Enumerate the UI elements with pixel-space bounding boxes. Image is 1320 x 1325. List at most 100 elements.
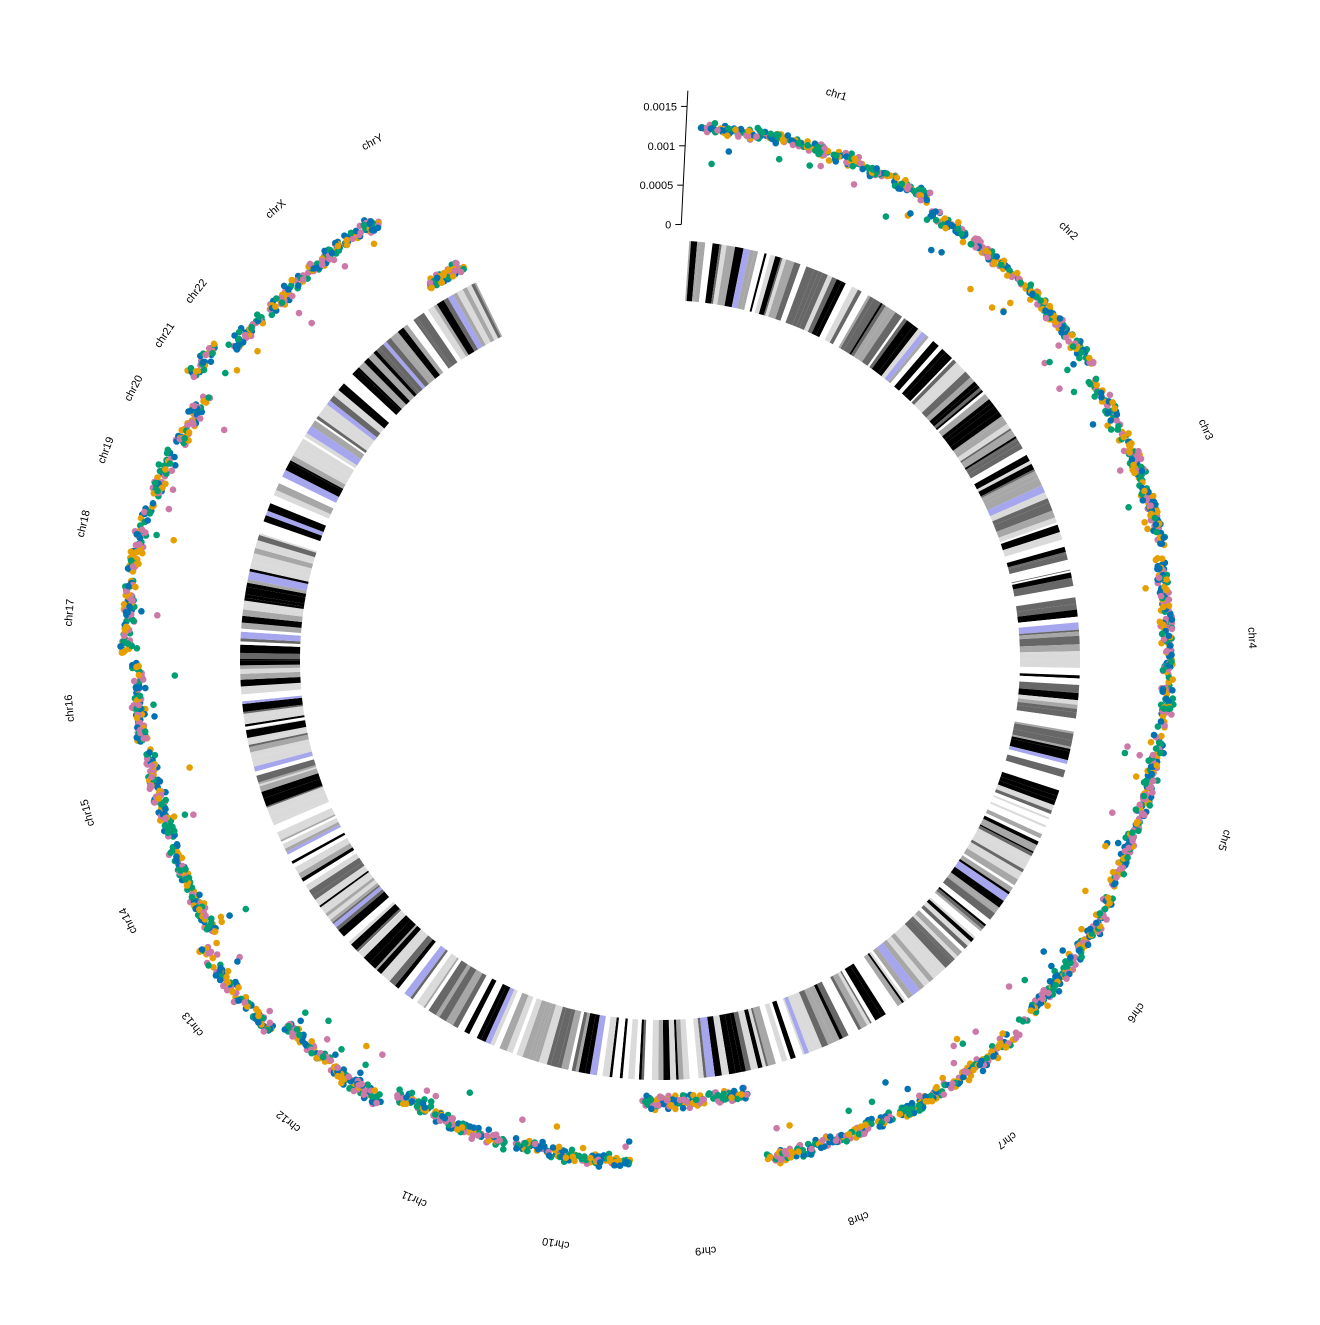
cytoband (970, 839, 1025, 873)
data-point (932, 1085, 940, 1092)
data-point (1059, 947, 1066, 954)
cytoband (249, 734, 309, 753)
data-point (1141, 487, 1148, 495)
cytoband (1011, 570, 1071, 585)
cytoband (932, 892, 981, 934)
cytoband (994, 789, 1053, 815)
cytoband (242, 609, 303, 623)
data-point (1046, 978, 1054, 985)
cytoband (996, 784, 1055, 811)
cytoband (466, 284, 499, 341)
cytoband (1008, 745, 1068, 765)
cytoband (270, 495, 329, 526)
cytoband (240, 682, 302, 695)
cytoband (609, 1017, 619, 1078)
data-point (1153, 528, 1160, 536)
cytoband (972, 833, 1029, 870)
cytoband (410, 949, 448, 1000)
data-point (1013, 269, 1021, 277)
cytoband (731, 248, 750, 309)
cytoband (768, 259, 795, 319)
cytoband (485, 987, 515, 1045)
data-point (1086, 925, 1094, 933)
cytoband (946, 406, 999, 447)
cytoband (269, 792, 329, 824)
cytoband (976, 828, 1032, 861)
cytoband (1015, 597, 1077, 612)
cytoband (528, 1002, 551, 1061)
data-point (928, 1097, 936, 1105)
cytoband (375, 924, 418, 971)
data-point (1045, 989, 1052, 997)
cytoband (910, 917, 954, 962)
data-point (672, 1105, 679, 1113)
data-point (360, 221, 368, 229)
cytoband (707, 1016, 722, 1077)
cytoband (244, 715, 305, 727)
data-point (917, 196, 924, 204)
y-axis-tick-label: 0.001 (648, 141, 676, 153)
data-point (772, 139, 779, 147)
cytoband (250, 739, 311, 759)
data-point (766, 1153, 774, 1161)
cytoband (255, 540, 315, 564)
data-point (1067, 959, 1074, 967)
cytoband (992, 498, 1050, 526)
chromosome-label: chr2 (1056, 219, 1080, 242)
cytoband (705, 243, 720, 304)
data-point (732, 126, 739, 133)
data-point (151, 751, 159, 759)
data-point (138, 608, 145, 615)
data-point (451, 267, 459, 275)
data-point (426, 279, 434, 287)
data-point (882, 1079, 889, 1086)
data-point (1048, 962, 1055, 970)
cytoband (325, 877, 375, 917)
cytoband (921, 905, 968, 949)
cytoband (318, 414, 368, 451)
data-point (656, 1093, 664, 1100)
cytoband (641, 1019, 647, 1080)
cytoband (596, 1015, 611, 1077)
data-point (1147, 502, 1154, 510)
data-point (861, 1130, 868, 1137)
data-point (373, 1093, 381, 1100)
data-point (1027, 281, 1035, 289)
data-point (873, 165, 880, 172)
data-point (1159, 666, 1167, 674)
data-point (825, 157, 833, 164)
cytoband (840, 970, 872, 1024)
data-point (1129, 829, 1136, 836)
cytoband (938, 394, 990, 437)
data-point (940, 1091, 948, 1098)
data-point (1144, 525, 1151, 533)
data-point (273, 295, 280, 302)
cytoband (1000, 522, 1058, 544)
data-point (127, 557, 135, 564)
data-point (1017, 279, 1024, 287)
data-point (710, 1095, 717, 1102)
data-point (643, 1092, 650, 1100)
cytoband (841, 969, 876, 1023)
data-point (555, 1143, 563, 1151)
cytoband (876, 942, 920, 996)
data-point (483, 1132, 491, 1139)
cytoband (403, 324, 444, 376)
data-point (200, 366, 208, 374)
data-point (132, 685, 140, 692)
data-point (611, 1162, 618, 1169)
data-point (200, 397, 207, 405)
data-point (1039, 995, 1047, 1003)
cytoband (829, 289, 862, 345)
data-point (171, 453, 178, 461)
cytoband (240, 671, 301, 680)
cytoband (859, 956, 898, 1010)
cytoband (389, 935, 433, 986)
data-point (1082, 887, 1089, 895)
cytoband (837, 971, 871, 1026)
data-point (1135, 447, 1142, 455)
data-point (1071, 954, 1079, 961)
cytoband (423, 957, 459, 1009)
data-point (1056, 315, 1064, 322)
